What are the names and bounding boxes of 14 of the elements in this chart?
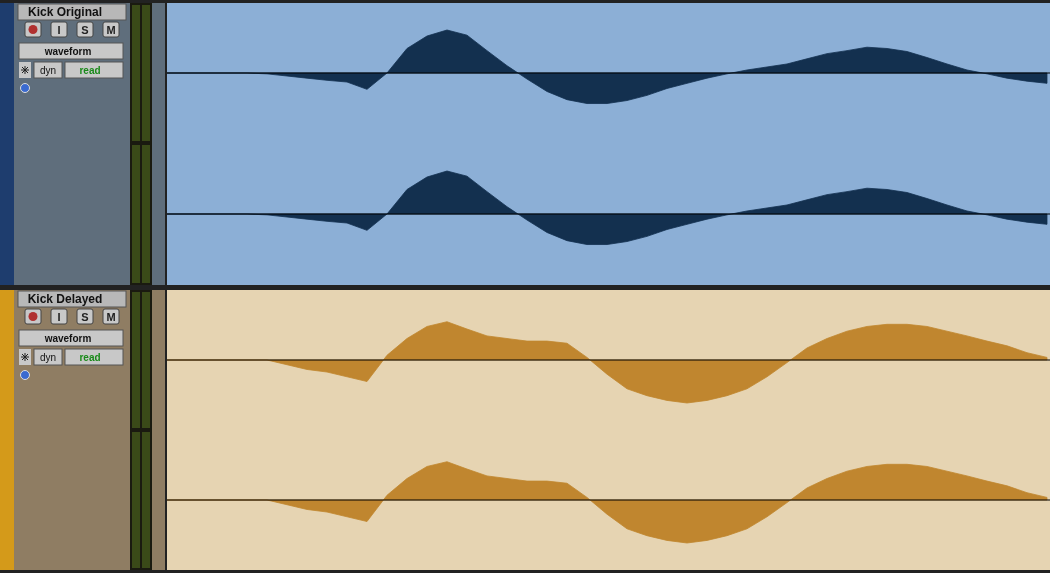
text: I xyxy=(57,24,61,36)
text: dyn xyxy=(39,352,57,363)
text: I xyxy=(57,311,61,323)
text: read xyxy=(79,352,101,363)
text: waveform xyxy=(43,46,92,57)
text: M xyxy=(106,24,116,36)
text: Kick Original xyxy=(27,5,103,19)
text: S xyxy=(81,311,89,323)
text: S xyxy=(81,24,89,36)
text: waveform xyxy=(43,333,92,344)
text: read xyxy=(79,65,101,76)
text: dyn xyxy=(39,65,57,76)
text: Kick Delayed xyxy=(27,292,103,306)
text: M xyxy=(106,311,116,323)
